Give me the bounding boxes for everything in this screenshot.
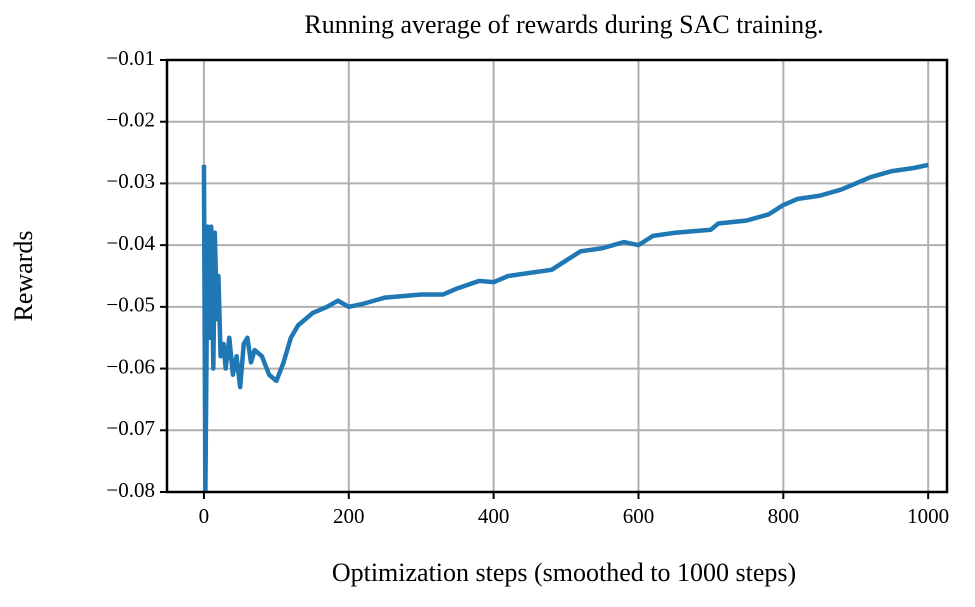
x-tick-label: 400 [478, 504, 510, 528]
y-tick-label: −0.08 [106, 478, 155, 502]
x-tick-label: 1000 [907, 504, 949, 528]
x-tick-label: 600 [623, 504, 655, 528]
y-tick-label: −0.04 [106, 231, 155, 255]
y-tick-label: −0.03 [106, 169, 155, 193]
data-line [201, 162, 929, 492]
y-tick-label: −0.01 [106, 46, 155, 70]
y-axis-label: Rewards [9, 231, 38, 322]
plot-frame [165, 58, 949, 494]
x-axis-label: Optimization steps (smoothed to 1000 ste… [332, 558, 796, 587]
x-tick-label: 0 [199, 504, 210, 528]
y-tick-label: −0.07 [106, 416, 155, 440]
y-tick-label: −0.05 [106, 293, 155, 317]
y-tick-label: −0.02 [106, 108, 155, 132]
x-tick-label: 200 [333, 504, 365, 528]
y-tick-label: −0.06 [106, 354, 155, 378]
chart-title: Running average of rewards during SAC tr… [304, 10, 823, 39]
x-tick-label: 800 [768, 504, 800, 528]
